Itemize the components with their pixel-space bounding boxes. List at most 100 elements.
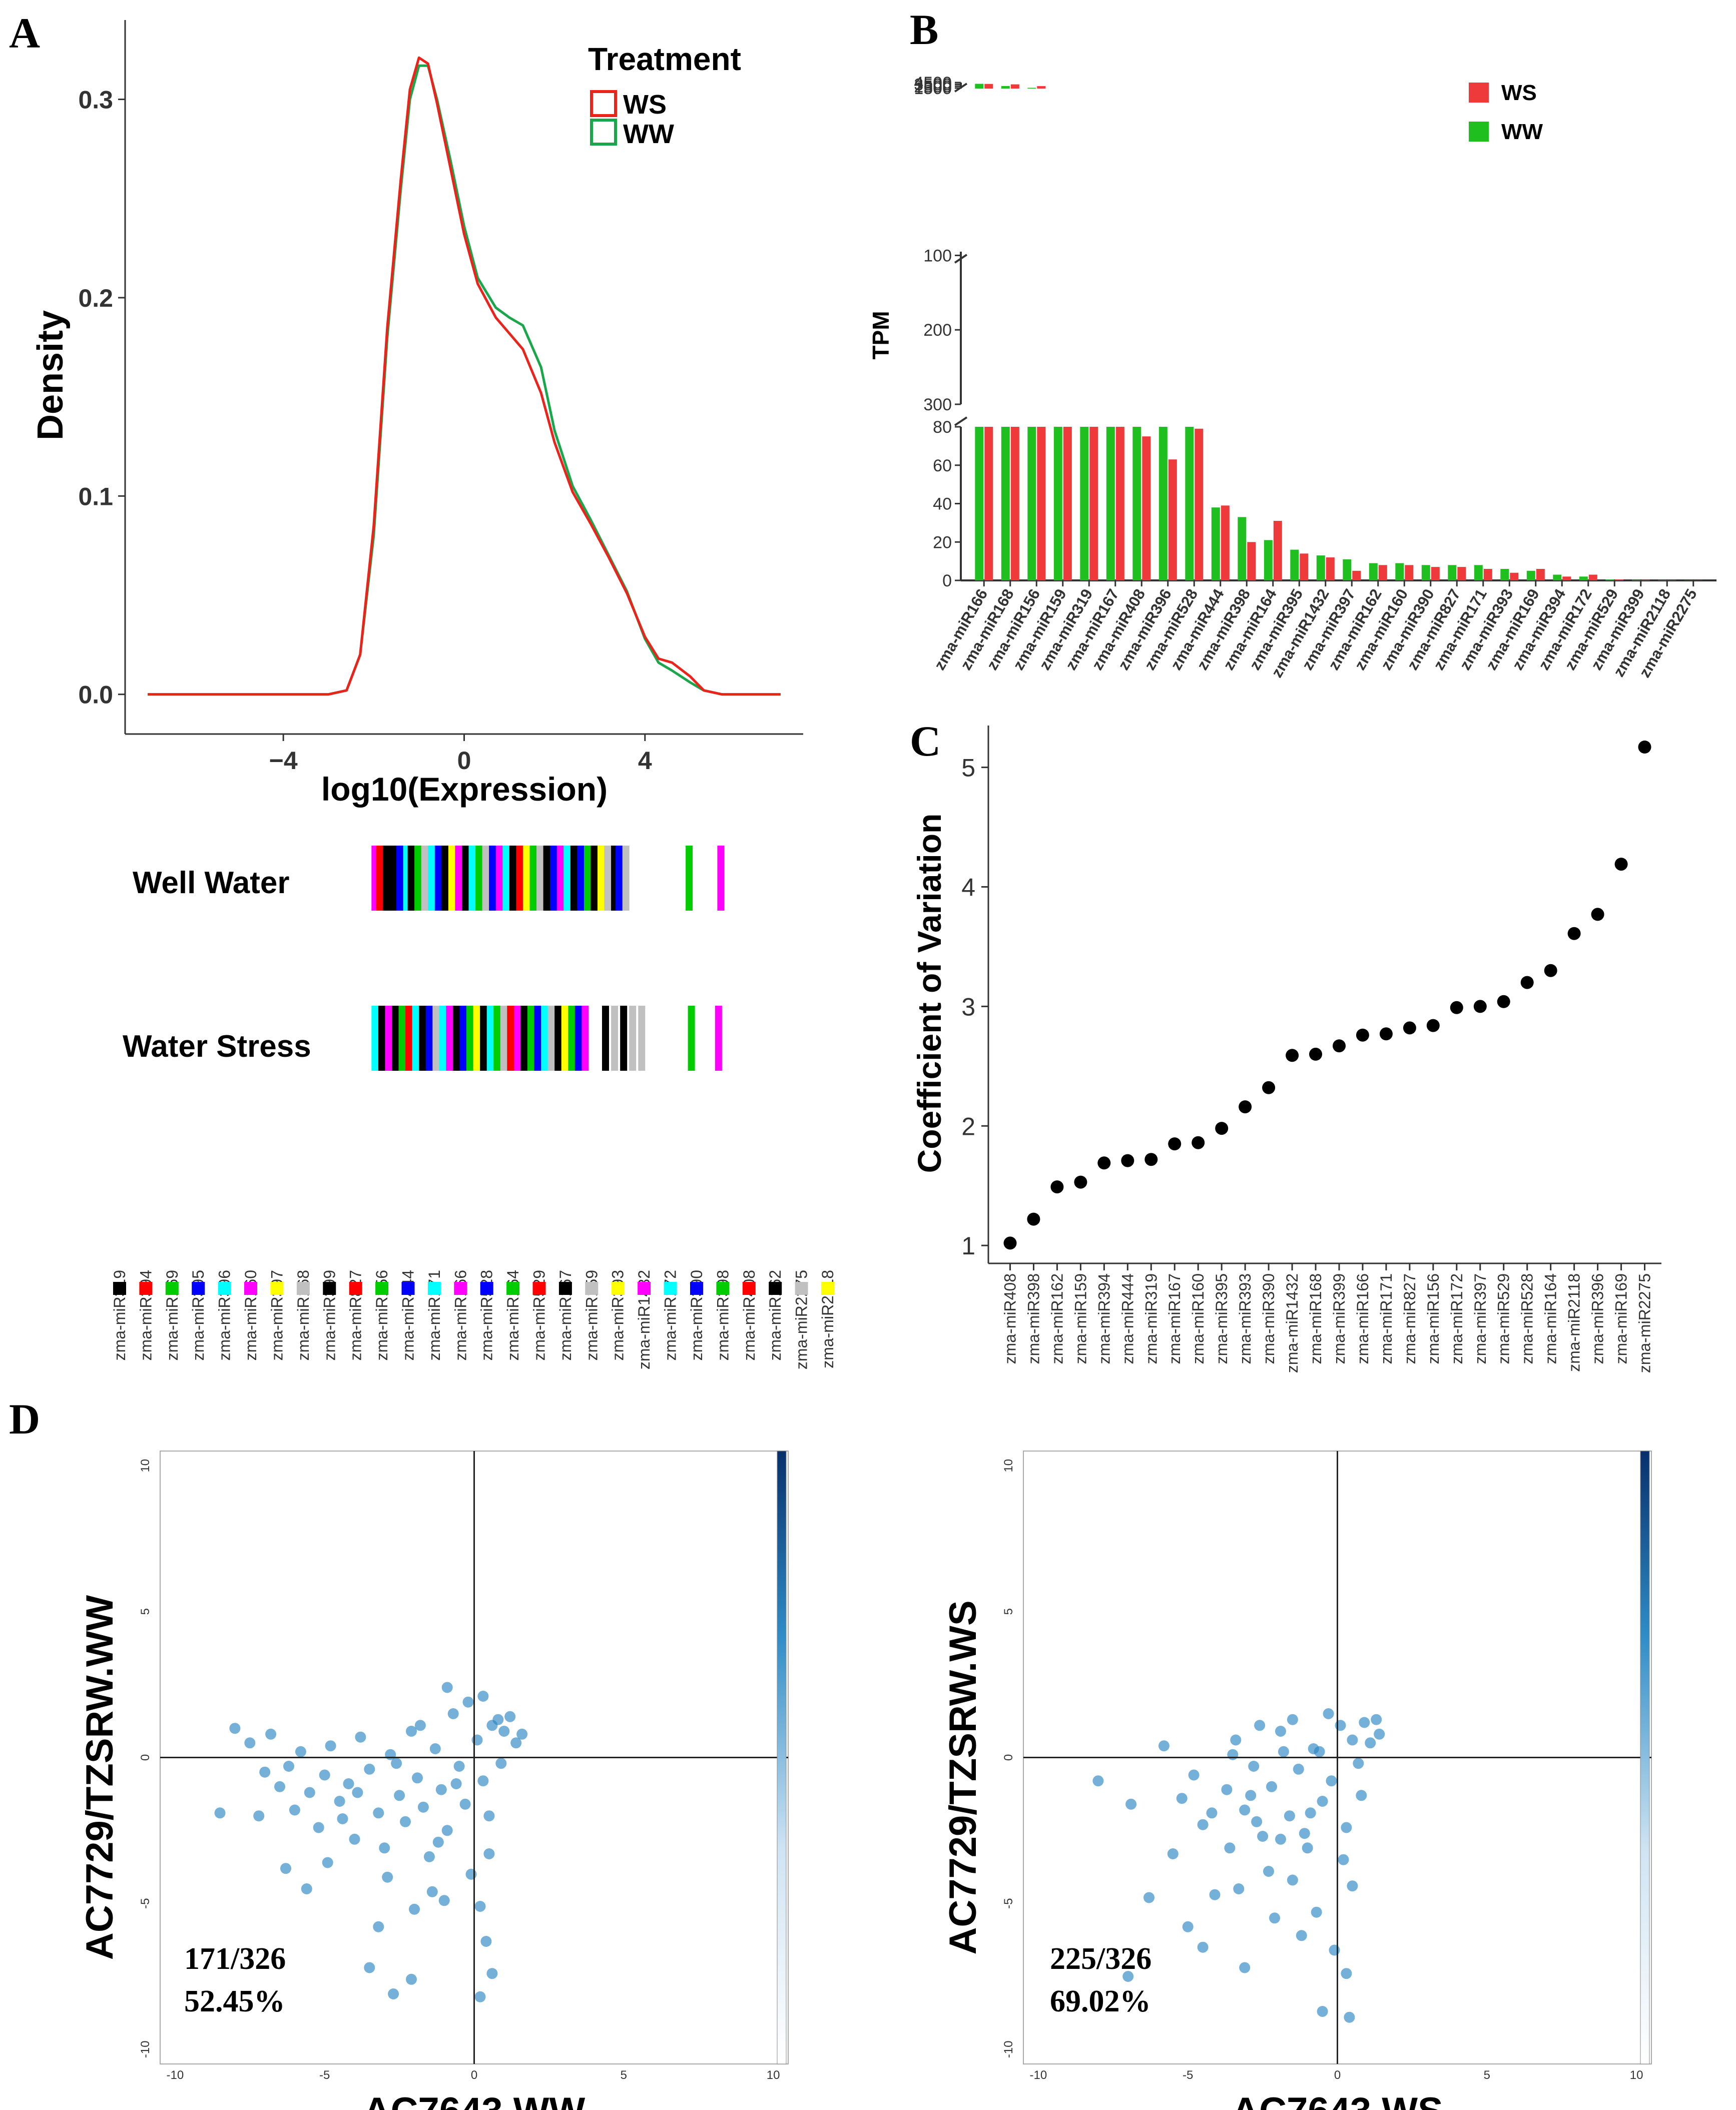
scatter-ytick-label: 5: [1002, 1608, 1015, 1615]
scatter-point: [244, 1737, 256, 1749]
strip-bar-well-water: [475, 846, 483, 911]
tpm-bar-ws: [1483, 569, 1492, 580]
cv-xtick-label: zma-miR398: [1024, 1273, 1042, 1364]
strip-bar-well-water: [509, 846, 516, 911]
scatter-point: [1245, 1790, 1257, 1801]
scatter-point: [474, 1901, 486, 1912]
tpm-ytick-label: 3500: [914, 76, 952, 95]
scatter-point: [1287, 1874, 1298, 1886]
scatter-point: [438, 1895, 450, 1906]
strip-bar-well-water: [382, 846, 390, 911]
strip-label-well-water: Well Water: [133, 866, 290, 900]
tpm-bar-ws: [1168, 459, 1177, 580]
scatter-point: [1176, 1793, 1188, 1804]
scatter-xtick-label: 0: [1334, 2068, 1341, 2082]
tpm-bar-ws: [1089, 427, 1098, 580]
strip-bar-water-stress: [507, 1006, 514, 1071]
panel-label-d: D: [9, 1395, 40, 1443]
tpm-bar-ww: [1290, 549, 1299, 580]
tpm-bar-ws: [1562, 576, 1571, 580]
scatter-point: [388, 1988, 399, 1999]
scatter-xtick-label: -5: [319, 2068, 330, 2082]
strip-bar-well-water: [516, 846, 523, 911]
cv-point: [1168, 1137, 1182, 1151]
scatter-point: [301, 1883, 312, 1894]
scatter-point: [1305, 1807, 1316, 1819]
panel-label-a: A: [9, 9, 40, 57]
scatter-point: [1248, 1761, 1260, 1772]
tpm-bar-ws: [1010, 427, 1019, 580]
scatter-point: [382, 1871, 393, 1883]
scatter-point: [1347, 1734, 1358, 1746]
cv-point: [1591, 908, 1604, 921]
tpm-bar-ws: [1221, 505, 1230, 580]
strip-bar-well-water: [396, 846, 403, 911]
strip-bar-well-water: [455, 846, 462, 911]
tpm-bar-ww: [1448, 565, 1457, 580]
scatter-point: [394, 1790, 405, 1801]
scatter-point: [295, 1746, 306, 1757]
cv-point: [1144, 1153, 1158, 1166]
scatter-point: [313, 1822, 324, 1833]
strip-bar-well-water: [570, 846, 577, 911]
cv-point: [1567, 927, 1581, 940]
strip-bar-water-stress: [419, 1006, 426, 1071]
strip-key-swatch: [742, 1282, 756, 1295]
density-ylabel: Density: [31, 310, 71, 440]
scatter-point: [1299, 1828, 1310, 1839]
strip-key-swatch: [638, 1282, 651, 1295]
scatter-point: [417, 1801, 429, 1813]
strip-key-swatch: [769, 1282, 782, 1295]
scatter-xtick-label: 0: [471, 2068, 477, 2082]
scatter-point: [1251, 1816, 1263, 1827]
strip-bar-well-water: [529, 846, 537, 911]
cv-point: [1097, 1156, 1111, 1170]
scatter-ylabel: AC7729/TZSRW.WW: [79, 1595, 121, 1960]
scatter-point: [373, 1807, 384, 1819]
scatter-point: [364, 1962, 375, 1973]
scatter-point: [283, 1761, 294, 1772]
scatter-point: [259, 1766, 271, 1778]
tpm-bar-ws: [984, 427, 993, 580]
tpm-bar-ww: [1053, 427, 1062, 580]
scatter-point: [1317, 1796, 1328, 1807]
scatter-point: [1311, 1906, 1322, 1918]
scatter-ytick-label: 0: [1002, 1754, 1015, 1761]
cv-xtick-label: zma-miR164: [1542, 1273, 1560, 1364]
scatter-point: [498, 1726, 510, 1737]
tpm-bar-ws: [1010, 84, 1019, 89]
cv-xtick-label: zma-miR528: [1518, 1273, 1536, 1364]
scatter-ytick-label: -5: [1002, 1898, 1015, 1909]
strip-bar-well-water: [448, 846, 455, 911]
tpm-bar-ww: [1185, 427, 1194, 580]
tpm-bar-ww: [1553, 574, 1562, 580]
strip-bar-water-stress: [385, 1006, 392, 1071]
scatter-point: [280, 1863, 291, 1874]
strip-key-swatch: [532, 1282, 546, 1295]
scatter-point: [322, 1857, 333, 1868]
cv-point: [1215, 1122, 1229, 1135]
cv-scatter-chart: Coefficient of Variation 1 2 3 4 5 zma-miR40…: [911, 726, 1661, 1373]
density-xlabel: log10(Expression): [321, 771, 608, 808]
scatter-ytick-label: 10: [1002, 1459, 1015, 1473]
cv-xtick-label: zma-miR393: [1236, 1273, 1254, 1364]
scatter-point: [480, 1936, 492, 1947]
strip-bar-water-stress: [392, 1006, 399, 1071]
legend-swatch-ww: [590, 119, 617, 146]
strip-bar-water-stress: [534, 1006, 541, 1071]
cv-point: [1544, 964, 1557, 977]
tpm-bar-ws: [1247, 542, 1256, 581]
cv-xtick-label: zma-miR168: [1307, 1273, 1325, 1364]
tpm-ytick-label: 80: [933, 418, 952, 437]
strip-key-swatch: [192, 1282, 205, 1295]
strip-bar-water-stress: [561, 1006, 568, 1071]
tpm-bar-ww: [1211, 507, 1220, 580]
scatter-count-annotation: 225/326: [1050, 1942, 1151, 1976]
cv-point: [1192, 1136, 1205, 1149]
cv-xtick-label: zma-miR2118: [1565, 1273, 1583, 1372]
tpm-bar-ww: [1001, 86, 1010, 89]
cv-xtick-label: zma-miR156: [1424, 1273, 1442, 1364]
scatter-point: [1239, 1804, 1251, 1816]
